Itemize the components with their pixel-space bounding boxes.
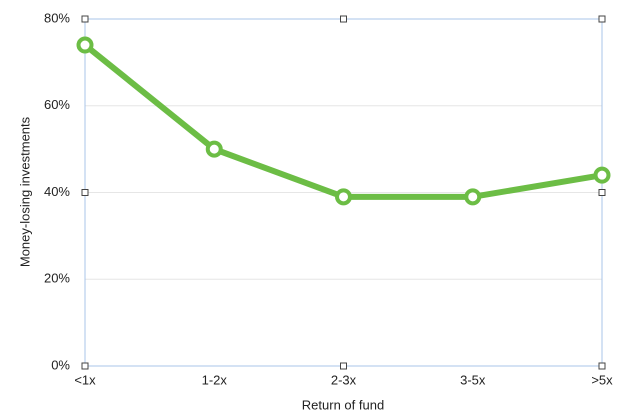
x-tick-label: 2-3x bbox=[331, 372, 357, 387]
selection-handle bbox=[598, 189, 606, 196]
y-tick-label: 0% bbox=[51, 357, 70, 372]
line bbox=[83, 42, 603, 200]
x-tick-label: 3-5x bbox=[460, 372, 486, 387]
selection-handle bbox=[598, 15, 606, 23]
point bbox=[464, 188, 482, 206]
point bbox=[76, 36, 94, 54]
selection-handle bbox=[598, 362, 606, 370]
y-tick-label: 20% bbox=[44, 271, 70, 286]
y-tick-label: 60% bbox=[44, 97, 70, 112]
point bbox=[205, 140, 223, 158]
selection-handle bbox=[81, 362, 89, 370]
selection-handle bbox=[81, 15, 89, 23]
x-axis-label: Return of fund bbox=[302, 397, 384, 412]
x-tick-label: <1x bbox=[74, 372, 96, 387]
y-tick-label: 80% bbox=[44, 10, 70, 25]
y-axis-label: Money-losing investments bbox=[17, 116, 32, 267]
y-tick-label: 40% bbox=[44, 184, 70, 199]
selection-handle bbox=[340, 362, 347, 370]
point bbox=[593, 166, 611, 184]
selection-handle bbox=[340, 15, 347, 23]
x-tick-label: 1-2x bbox=[202, 372, 228, 387]
point bbox=[335, 188, 352, 206]
x-tick-label: >5x bbox=[591, 372, 613, 387]
selection-handle bbox=[81, 189, 89, 196]
